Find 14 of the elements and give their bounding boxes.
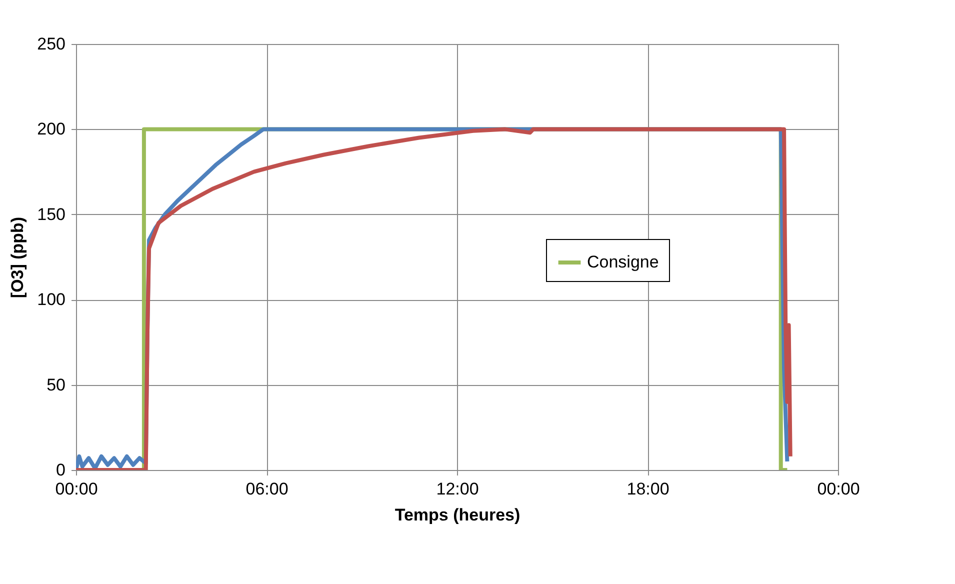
x-axis-title: Temps (heures) [394, 506, 520, 524]
y-tick-label: 0 [56, 460, 66, 480]
x-tick-label: 00:00 [55, 480, 98, 498]
y-tick-label: 250 [37, 34, 66, 54]
y-axis-title: [O3] (ppb) [8, 216, 28, 298]
x-tick-label: 18:00 [626, 480, 670, 498]
x-tick-label: 12:00 [436, 480, 479, 498]
x-tick-label: 00:00 [817, 480, 860, 498]
legend-label: Consigne [587, 252, 659, 272]
y-tick-label: 200 [37, 120, 66, 139]
y-tick-label: 100 [37, 290, 66, 310]
y-tick-label: 150 [37, 204, 66, 224]
y-tick-label: 50 [46, 375, 66, 394]
x-tick-label: 06:00 [246, 480, 288, 498]
